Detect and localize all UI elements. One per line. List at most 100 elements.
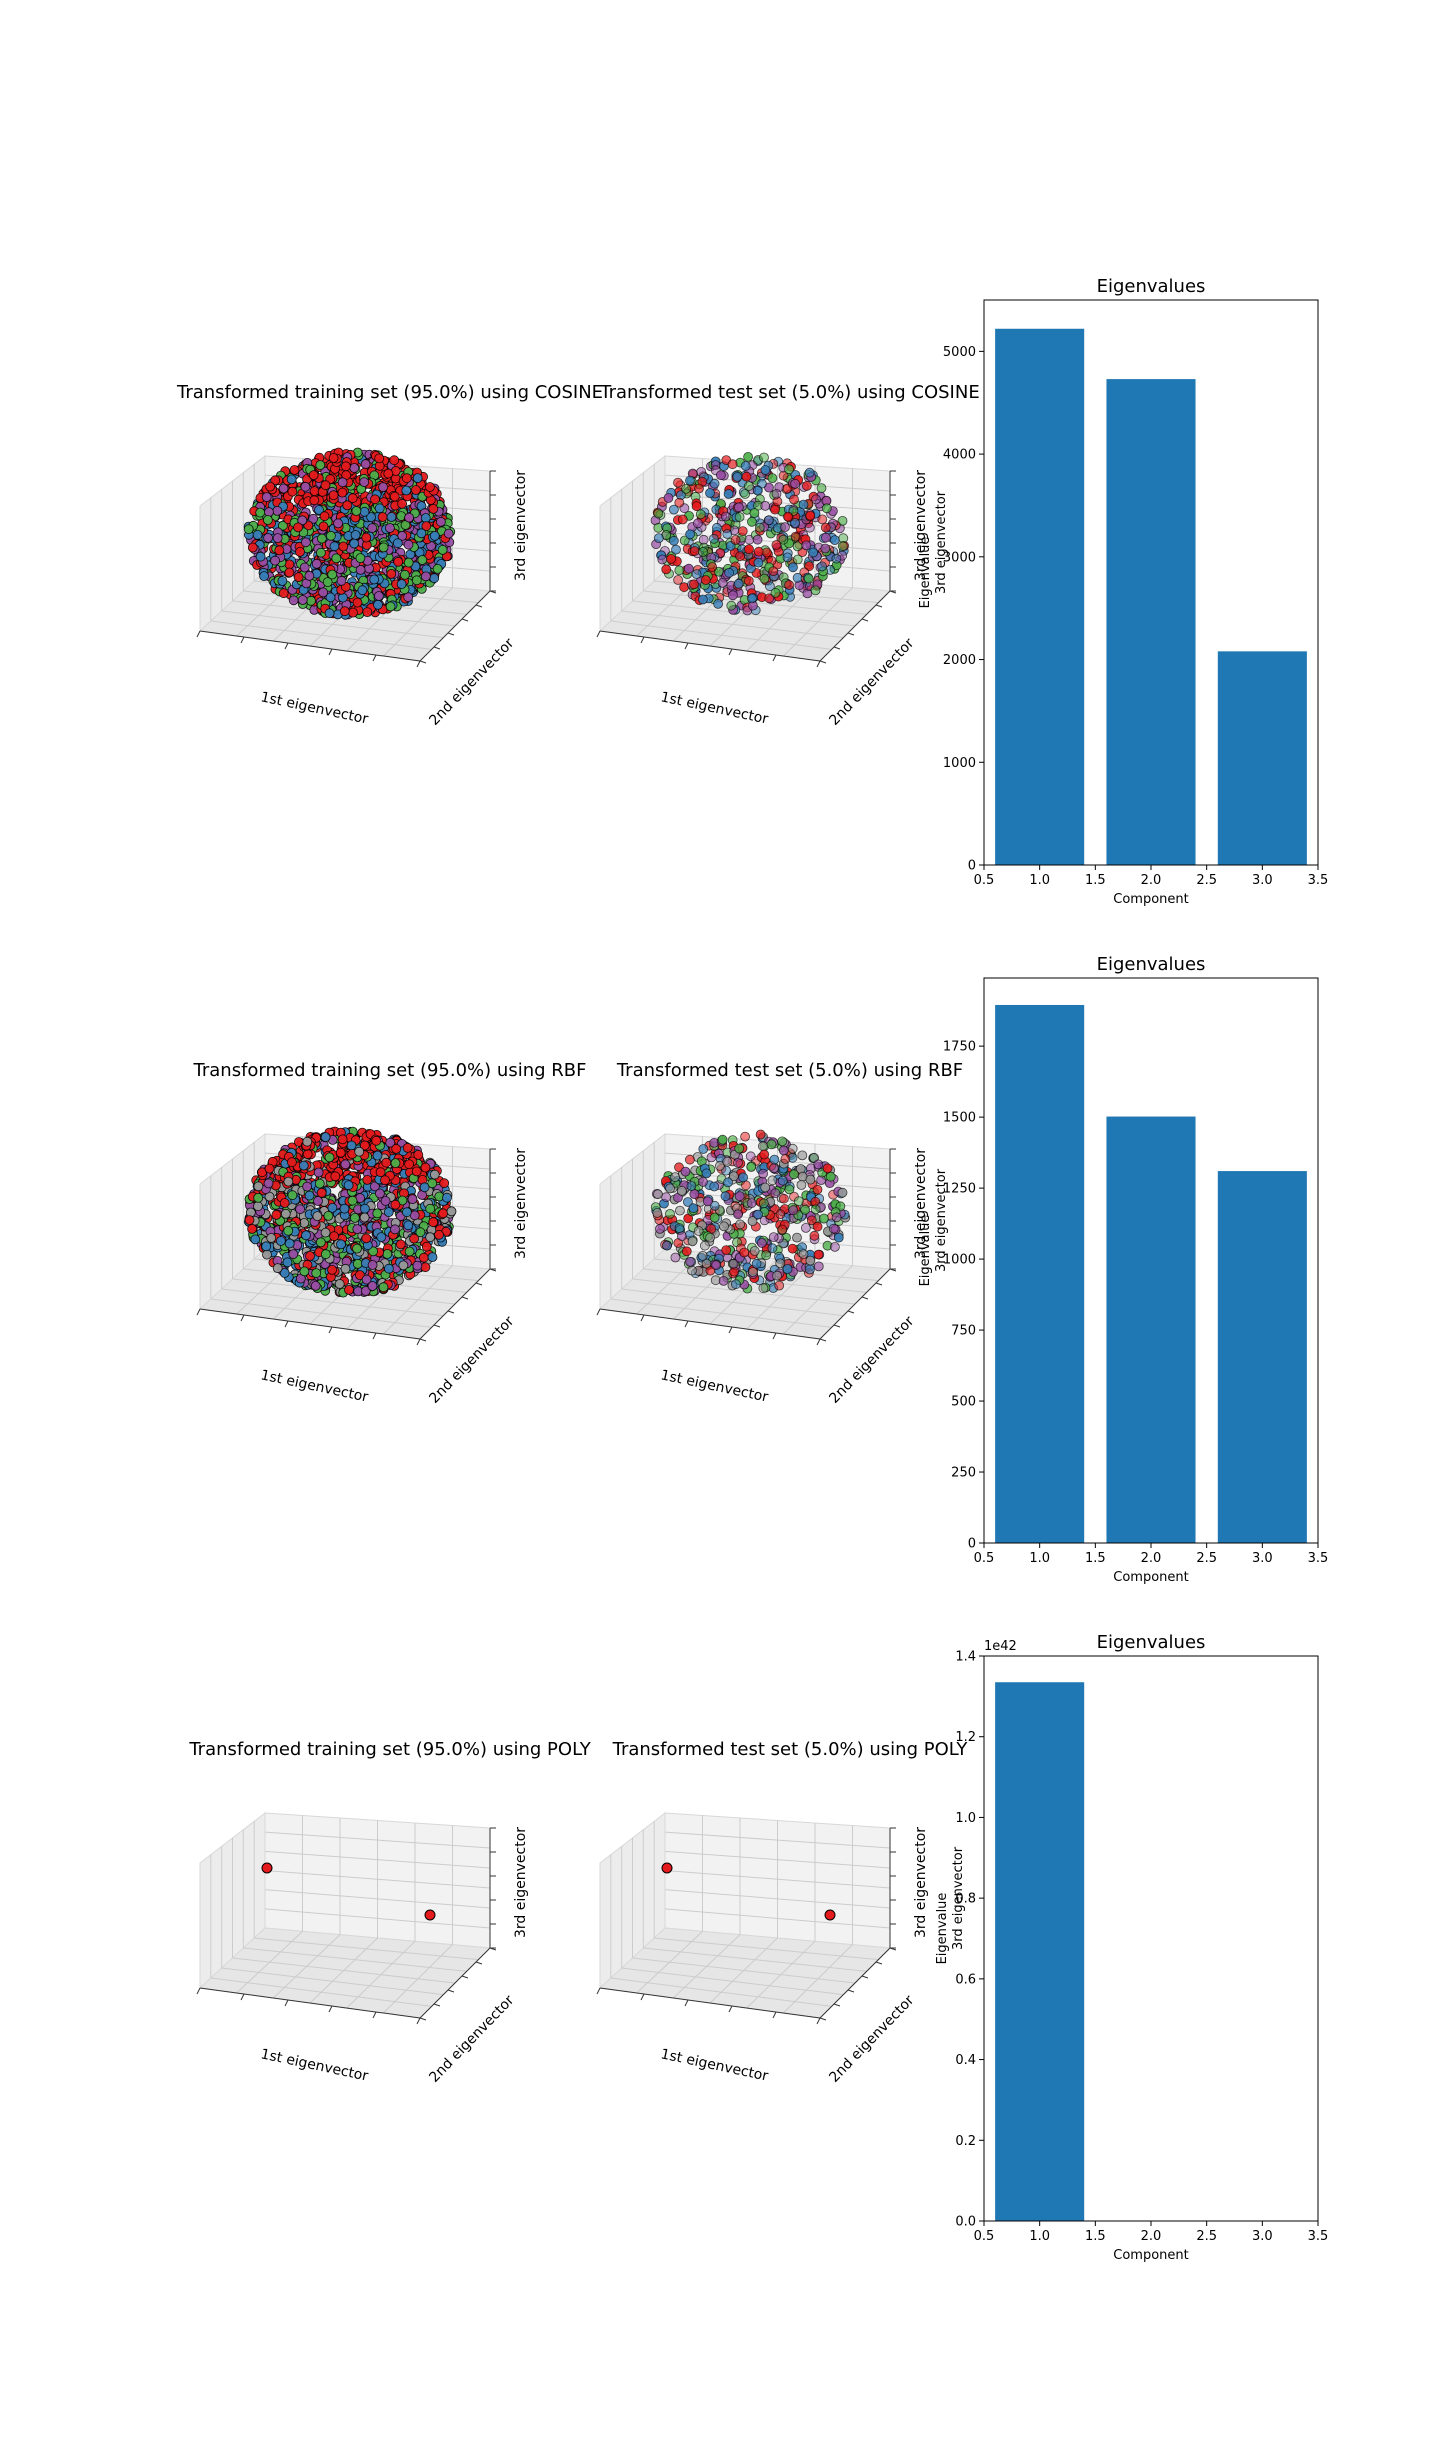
data-point <box>665 1208 675 1219</box>
y-axis-label: Eigenvalue <box>918 537 933 609</box>
data-point <box>312 1211 323 1222</box>
data-point <box>278 588 289 599</box>
data-point <box>327 1203 338 1213</box>
data-point <box>324 608 335 619</box>
data-point <box>349 463 360 473</box>
x-tick-mark <box>416 660 421 668</box>
data-point <box>446 1206 457 1217</box>
data-point <box>340 461 351 472</box>
data-point <box>735 1219 746 1230</box>
data-point <box>751 1258 762 1269</box>
data-point <box>734 1191 745 1202</box>
data-point <box>689 1189 700 1199</box>
y-tick-label: 1.2 <box>955 1730 976 1745</box>
bar <box>995 1004 1085 1543</box>
data-point <box>767 1175 778 1186</box>
data-point <box>293 522 303 533</box>
data-point <box>738 1172 749 1183</box>
data-point <box>837 550 848 561</box>
x-tick-label: 2.0 <box>1141 1551 1162 1566</box>
x-axis-label: Component <box>1113 892 1188 907</box>
data-point <box>733 1158 743 1168</box>
data-point <box>420 1262 431 1273</box>
y-axis-line <box>419 590 491 662</box>
data-point <box>393 556 404 567</box>
data-point <box>743 575 754 586</box>
data-point <box>782 552 793 563</box>
data-point <box>313 1196 323 1206</box>
data-point <box>771 489 782 499</box>
data-point <box>390 1158 401 1168</box>
data-point <box>661 564 672 575</box>
data-point <box>439 1178 450 1189</box>
data-point <box>328 453 339 463</box>
data-point <box>760 501 771 511</box>
x-tick-mark <box>640 1993 645 2001</box>
data-point <box>768 1163 779 1174</box>
data-point <box>766 1139 777 1150</box>
y-tick-mark <box>861 618 869 622</box>
data-point <box>329 1231 340 1242</box>
data-point <box>758 1198 769 1209</box>
y-tick-mark <box>875 1961 883 1965</box>
data-point <box>322 577 333 588</box>
data-point <box>722 1156 733 1167</box>
data-point <box>777 1224 788 1235</box>
data-point <box>410 485 421 495</box>
data-point <box>761 547 772 558</box>
data-point <box>723 489 734 499</box>
data-point <box>792 1232 802 1243</box>
data-point <box>669 535 679 546</box>
data-point <box>334 1279 345 1289</box>
data-point <box>771 540 782 550</box>
data-point <box>288 1249 299 1260</box>
data-point <box>295 1204 305 1215</box>
data-point <box>263 532 273 543</box>
data-point <box>829 535 840 546</box>
x-tick-label: 1.5 <box>1085 2229 1106 2244</box>
x-tick-mark <box>772 1332 777 1340</box>
data-point <box>316 1187 327 1198</box>
data-point <box>350 530 361 540</box>
data-point <box>404 512 415 523</box>
data-point <box>283 1225 294 1236</box>
data-point <box>674 1223 685 1234</box>
data-point <box>287 1190 298 1201</box>
data-point <box>817 514 828 525</box>
data-point <box>360 459 371 469</box>
y-tick-mark <box>833 1324 841 1328</box>
chart-title: Eigenvalues <box>1097 276 1206 297</box>
data-point <box>759 452 769 463</box>
y-tick-mark <box>419 660 427 664</box>
data-point <box>279 1198 290 1208</box>
data-point <box>340 1263 351 1274</box>
data-point <box>325 530 336 541</box>
data-point <box>318 521 329 532</box>
data-point <box>330 1171 341 1182</box>
data-point <box>404 1159 415 1170</box>
x-axis-label: Component <box>1113 1570 1188 1585</box>
data-point <box>694 483 704 494</box>
y-tick-mark <box>819 2017 827 2021</box>
data-point <box>399 569 410 580</box>
data-point <box>674 565 685 576</box>
data-point <box>243 524 254 535</box>
data-point <box>372 1208 383 1219</box>
data-point <box>371 1135 382 1146</box>
data-point <box>711 1260 722 1271</box>
data-point <box>777 1136 788 1147</box>
x-tick-mark <box>684 642 689 650</box>
data-point <box>760 1182 771 1193</box>
data-point <box>774 1280 785 1291</box>
data-point <box>425 1232 436 1243</box>
data-point <box>434 1229 444 1240</box>
y-tick-mark <box>419 2017 427 2021</box>
z-axis-label: 3rd eigenvector <box>513 470 529 581</box>
data-point <box>375 1167 386 1178</box>
data-point <box>413 1150 424 1160</box>
data-point <box>293 572 304 583</box>
data-point <box>810 1204 821 1215</box>
bar-panel: 0.5 1.0 1.5 2.0 2.5 3.0 3.50.00.20.40.60.81.01… <box>935 1632 1328 2263</box>
data-point <box>790 518 801 528</box>
data-point <box>758 1283 769 1294</box>
